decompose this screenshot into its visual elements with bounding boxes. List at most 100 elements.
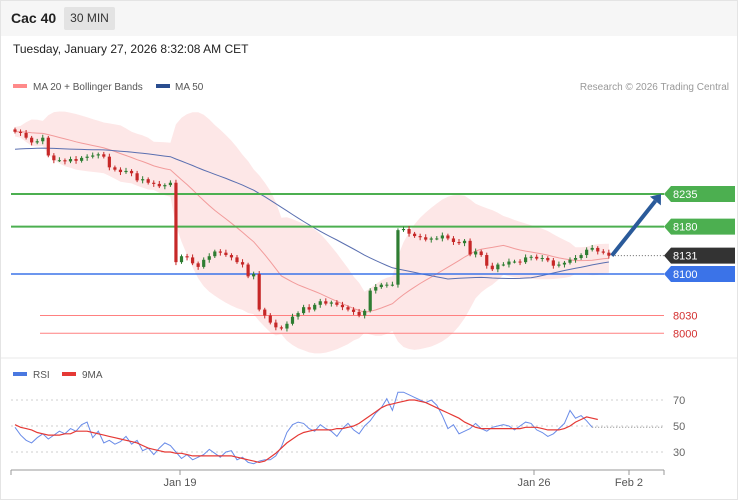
legend-ma50-label: MA 50 (175, 82, 204, 93)
candle-body (246, 264, 250, 277)
candle-body (468, 240, 472, 255)
candle-body (490, 265, 494, 270)
candle-body (396, 230, 400, 285)
candlestick-layer (13, 127, 611, 332)
candle-body (213, 251, 217, 257)
candle-body (24, 132, 28, 138)
candle-body (546, 258, 550, 261)
rsi-tick-70: 70 (673, 395, 685, 407)
candle-body (524, 257, 528, 263)
rsi-tick-30: 30 (673, 447, 685, 459)
candle-body (601, 251, 605, 253)
level-labels: 8235 8180 8131 8100 8030 8000 (664, 186, 735, 340)
candle-body (462, 240, 467, 244)
candle-body (496, 264, 500, 270)
timestamp: Tuesday, January 27, 2026 8:32:08 AM CET (13, 42, 249, 56)
support-tag-8100 (664, 266, 735, 282)
candle-body (30, 137, 34, 143)
last-price-tag (664, 247, 735, 264)
bollinger-band-layer (15, 111, 609, 354)
x-axis: Jan 19 Jan 26 Feb 2 (10, 470, 665, 489)
candle-body (307, 307, 311, 310)
candle-body (240, 262, 245, 265)
candle-body (52, 155, 56, 161)
x-tick-label: Jan 19 (163, 477, 196, 489)
candle-body (596, 247, 600, 252)
candle-body (568, 259, 572, 263)
candle-body (141, 179, 145, 181)
candle-body (135, 173, 139, 181)
candle-body (274, 322, 278, 328)
candle-body (562, 262, 567, 265)
candle-body (80, 157, 84, 161)
rsi-panel: 70 50 30 (11, 391, 685, 465)
x-tick-label: Feb 2 (615, 477, 643, 489)
forecast-arrow-layer (610, 194, 661, 257)
candle-body (174, 182, 178, 263)
candle-body (168, 182, 172, 186)
candle-body (457, 242, 461, 244)
candle-body (363, 310, 367, 316)
candle-body (96, 154, 100, 156)
candle-body (74, 159, 78, 161)
candle-body (346, 307, 350, 310)
candle-body (163, 185, 167, 187)
price-legend: MA 20 + Bollinger Bands MA 50 (13, 82, 204, 93)
forecast-arrow-head (649, 194, 661, 206)
candle-body (229, 255, 234, 258)
candle-body (68, 159, 73, 162)
resistance-label-8180: 8180 (673, 222, 697, 234)
candle-body (263, 309, 267, 316)
bollinger-band (15, 111, 609, 354)
candle-body (146, 179, 150, 183)
candle-body (196, 263, 200, 267)
candle-body (535, 256, 539, 259)
ma20-line (15, 131, 609, 313)
candle-body (474, 251, 478, 255)
candle-body (118, 169, 123, 173)
candle-body (302, 307, 306, 314)
candle-body (224, 252, 228, 256)
candle-body (268, 315, 272, 323)
candle-body (157, 183, 161, 187)
candle-body (329, 302, 333, 304)
credit-text: Research © 2026 Trading Central (580, 82, 729, 93)
candle-body (512, 261, 517, 263)
candle-body (451, 238, 456, 242)
level-lines (11, 193, 664, 334)
candle-body (374, 287, 378, 291)
candle-body (185, 256, 189, 258)
candle-body (429, 238, 433, 240)
candle-body (368, 290, 372, 311)
candle-body (318, 301, 322, 305)
candle-body (191, 257, 195, 264)
forecast-arrow-shaft (610, 199, 657, 257)
interval-button[interactable]: 30 MIN (64, 7, 115, 30)
resistance-tag-8235 (664, 186, 735, 202)
rsi-line (14, 391, 593, 465)
candle-body (607, 252, 611, 256)
ma50-legend-swatch (156, 84, 170, 88)
candle-body (18, 131, 23, 133)
candle-body (357, 311, 361, 316)
ma20-legend-swatch (13, 84, 27, 88)
candle-body (335, 302, 339, 305)
candle-body (413, 233, 417, 237)
top-bar: Cac 40 30 MIN (0, 0, 738, 36)
resistance-label-8235: 8235 (673, 189, 697, 201)
candle-body (285, 323, 289, 329)
candle-body (296, 313, 300, 317)
candle-body (390, 284, 394, 286)
candle-body (573, 258, 578, 260)
candle-body (579, 255, 583, 258)
candle-body (202, 259, 206, 267)
candle-body (41, 137, 45, 142)
candle-body (324, 301, 328, 304)
candle-body (540, 258, 544, 259)
rsi-tick-50: 50 (673, 421, 685, 433)
candle-body (379, 284, 383, 288)
candle-body (529, 256, 533, 258)
rsi-ma-line (14, 399, 598, 464)
